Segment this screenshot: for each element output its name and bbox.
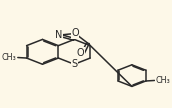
Text: S: S xyxy=(71,59,77,69)
Text: O: O xyxy=(71,29,79,38)
Text: N: N xyxy=(55,30,63,40)
Text: CH₃: CH₃ xyxy=(1,53,16,62)
Text: CH₃: CH₃ xyxy=(155,76,170,85)
Text: O: O xyxy=(77,48,84,58)
